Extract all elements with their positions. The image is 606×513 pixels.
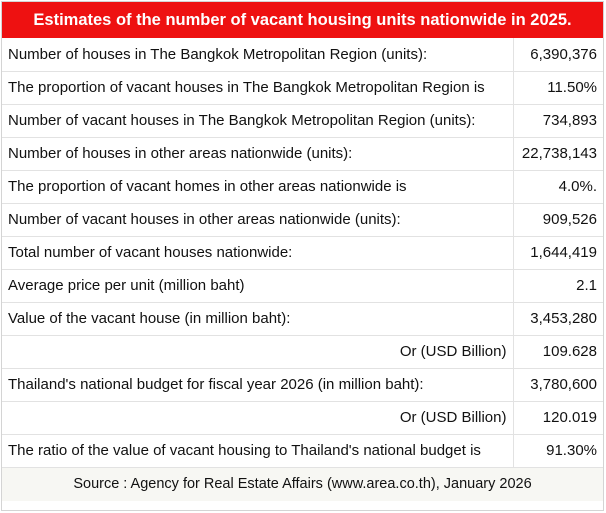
row-value: 22,738,143 — [512, 137, 603, 171]
table-row: Total number of vacant houses nationwide… — [2, 236, 603, 270]
row-label: The proportion of vacant homes in other … — [2, 170, 513, 204]
row-value: 909,526 — [512, 203, 603, 237]
row-value: 120.019 — [512, 401, 603, 435]
table-row: The proportion of vacant houses in The B… — [2, 71, 603, 105]
row-label: Number of houses in The Bangkok Metropol… — [2, 38, 513, 72]
row-label: Or (USD Billion) — [2, 401, 513, 435]
row-value: 3,453,280 — [512, 302, 603, 336]
row-label: The ratio of the value of vacant housing… — [2, 434, 513, 468]
row-label: The proportion of vacant houses in The B… — [2, 71, 513, 105]
table-row: Or (USD Billion) 120.019 — [2, 401, 603, 435]
row-value: 11.50% — [512, 71, 603, 105]
row-label: Number of vacant houses in The Bangkok M… — [2, 104, 513, 138]
table-row: Average price per unit (million baht) 2.… — [2, 269, 603, 303]
table-row: Thailand's national budget for fiscal ye… — [2, 368, 603, 402]
row-label: Thailand's national budget for fiscal ye… — [2, 368, 513, 402]
row-label: Value of the vacant house (in million ba… — [2, 302, 513, 336]
row-value: 1,644,419 — [512, 236, 603, 270]
source-note: Source : Agency for Real Estate Affairs … — [2, 467, 603, 501]
table-row: Number of houses in other areas nationwi… — [2, 137, 603, 171]
estimates-table: Number of houses in The Bangkok Metropol… — [2, 38, 603, 468]
table-row: Number of vacant houses in The Bangkok M… — [2, 104, 603, 138]
row-value: 4.0%. — [512, 170, 603, 204]
row-value: 2.1 — [512, 269, 603, 303]
row-label: Number of vacant houses in other areas n… — [2, 203, 513, 237]
row-value: 109.628 — [512, 335, 603, 369]
row-label: Or (USD Billion) — [2, 335, 513, 369]
row-label: Total number of vacant houses nationwide… — [2, 236, 513, 270]
row-value: 3,780,600 — [512, 368, 603, 402]
row-value: 91.30% — [512, 434, 603, 468]
row-value: 6,390,376 — [512, 38, 603, 72]
table-row: The proportion of vacant homes in other … — [2, 170, 603, 204]
row-value: 734,893 — [512, 104, 603, 138]
table-row: The ratio of the value of vacant housing… — [2, 434, 603, 468]
row-label: Average price per unit (million baht) — [2, 269, 513, 303]
table-title: Estimates of the number of vacant housin… — [2, 2, 603, 38]
table-row: Number of vacant houses in other areas n… — [2, 203, 603, 237]
table-row: Number of houses in The Bangkok Metropol… — [2, 38, 603, 72]
row-label: Number of houses in other areas nationwi… — [2, 137, 513, 171]
table-row: Value of the vacant house (in million ba… — [2, 302, 603, 336]
table-row: Or (USD Billion) 109.628 — [2, 335, 603, 369]
